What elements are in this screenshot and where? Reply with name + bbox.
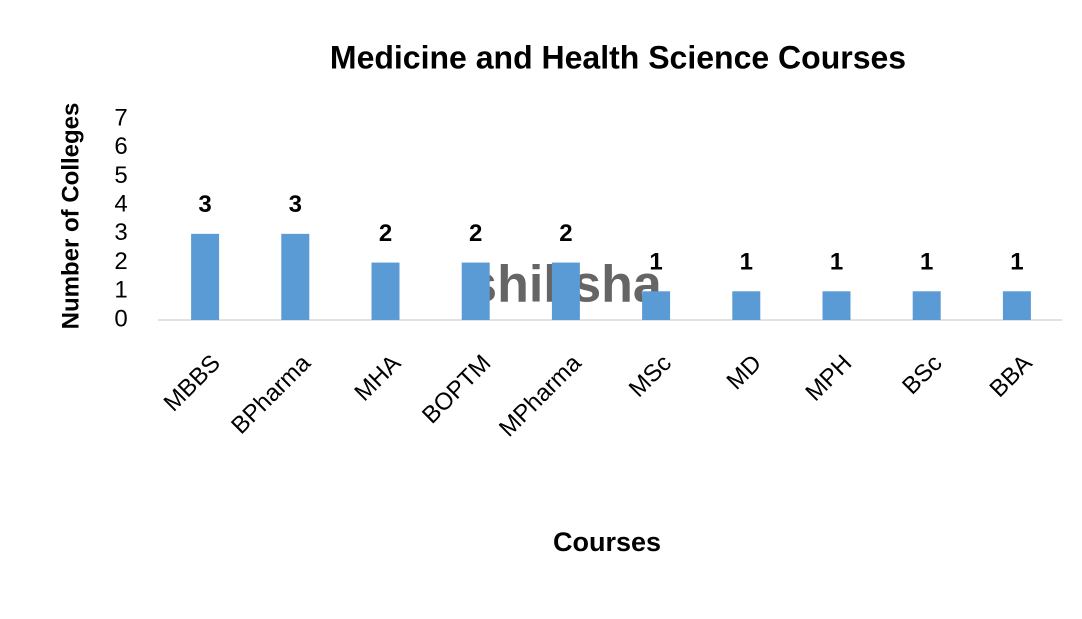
data-label: 1 bbox=[740, 249, 753, 276]
bar bbox=[1002, 291, 1031, 320]
bar bbox=[551, 262, 580, 320]
y-tick-label: 2 bbox=[114, 248, 127, 275]
x-tick-label: BOPTM bbox=[417, 350, 496, 429]
x-tick-label: MPharma bbox=[494, 349, 587, 442]
y-tick-label: 5 bbox=[114, 162, 127, 189]
x-tick-label: MPH bbox=[800, 350, 857, 407]
bar bbox=[461, 262, 490, 320]
x-tick-label: MD bbox=[722, 350, 767, 395]
data-label: 3 bbox=[289, 191, 302, 218]
bar bbox=[191, 233, 220, 320]
data-label: 3 bbox=[198, 191, 211, 218]
data-label: 2 bbox=[559, 220, 572, 247]
x-tick-label: BBA bbox=[985, 350, 1038, 403]
x-tick-label: MHA bbox=[349, 350, 406, 407]
x-tick-label: MBBS bbox=[159, 350, 226, 417]
y-axis-title: Number of Colleges bbox=[57, 103, 84, 330]
data-label: 2 bbox=[469, 220, 482, 247]
x-axis-title: Courses bbox=[553, 527, 661, 557]
data-label: 1 bbox=[1010, 249, 1023, 276]
y-tick-label: 4 bbox=[114, 190, 127, 217]
data-label: 1 bbox=[830, 249, 843, 276]
x-tick-label: MSc bbox=[624, 350, 677, 403]
data-label: 1 bbox=[649, 249, 662, 276]
bar bbox=[642, 291, 671, 320]
x-tick-label: BSc bbox=[897, 350, 947, 400]
bar bbox=[912, 291, 941, 320]
data-label: 1 bbox=[920, 249, 933, 276]
x-tick-label: BPharma bbox=[226, 349, 316, 439]
bar bbox=[371, 262, 400, 320]
bar bbox=[281, 233, 310, 320]
chart-title: Medicine and Health Science Courses bbox=[330, 39, 906, 75]
y-tick-label: 0 bbox=[114, 305, 127, 332]
y-tick-label: 1 bbox=[114, 277, 127, 304]
data-label: 2 bbox=[379, 220, 392, 247]
y-tick-label: 6 bbox=[114, 133, 127, 160]
bar bbox=[732, 291, 761, 320]
bar bbox=[822, 291, 851, 320]
y-tick-label: 3 bbox=[114, 219, 127, 246]
y-tick-label: 7 bbox=[114, 104, 127, 131]
